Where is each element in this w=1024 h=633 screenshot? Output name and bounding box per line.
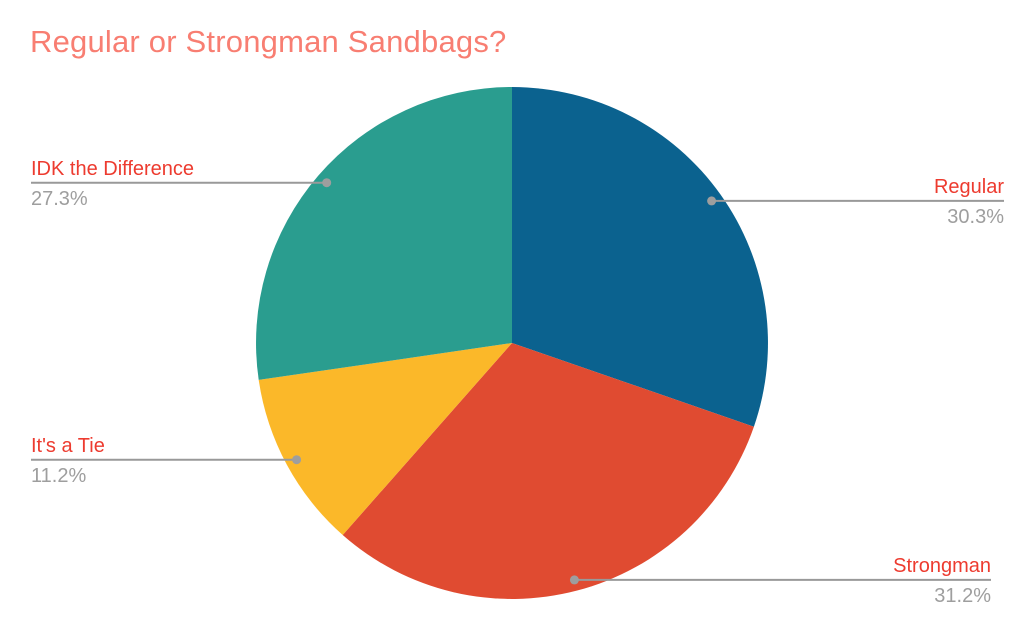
callout-dot bbox=[569, 575, 579, 585]
callout-dot bbox=[707, 196, 717, 206]
pie-slice-it-s-a-tie bbox=[258, 343, 512, 535]
callout-dot bbox=[292, 455, 302, 465]
slice-percent-strongman: 31.2% bbox=[934, 584, 991, 607]
callout-dot bbox=[322, 178, 332, 188]
slice-percent-regular: 30.3% bbox=[947, 205, 1004, 228]
callout-strongman: Strongman 31.2% bbox=[893, 554, 991, 608]
slice-label-idk: IDK the Difference bbox=[31, 157, 195, 180]
callout-regular: Regular 30.3% bbox=[934, 175, 1004, 229]
slice-percent-idk: 27.3% bbox=[31, 187, 88, 210]
slice-label-tie: It's a Tie bbox=[31, 434, 105, 457]
slice-label-regular: Regular bbox=[933, 175, 1004, 198]
slice-label-strongman: Strongman bbox=[893, 554, 991, 577]
slice-percent-tie: 11.2% bbox=[31, 464, 87, 487]
callout-idk: IDK the Difference 27.3% bbox=[31, 157, 194, 211]
callout-tie: It's a Tie 11.2% bbox=[31, 434, 105, 488]
pie-slice-idk-the-difference bbox=[256, 87, 512, 380]
pie-slice-regular bbox=[512, 87, 768, 427]
chart-title: Regular or Strongman Sandbags? bbox=[30, 24, 507, 59]
pie-slice-strongman bbox=[342, 343, 754, 599]
